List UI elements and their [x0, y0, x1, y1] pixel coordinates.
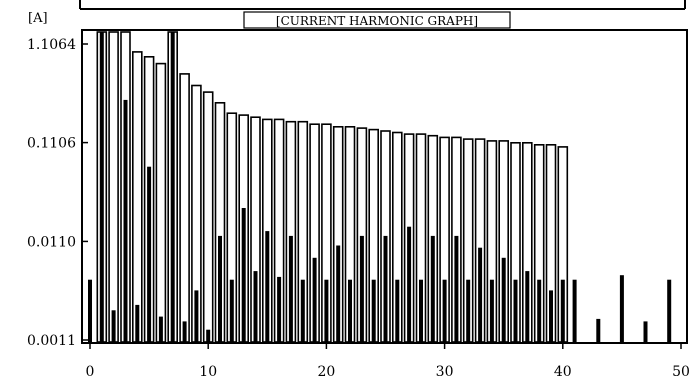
filled-bar	[194, 290, 199, 342]
filled-bar	[99, 32, 104, 342]
outline-bar	[132, 51, 143, 343]
filled-bar	[513, 279, 518, 342]
filled-bar	[182, 321, 187, 342]
filled-bar	[560, 279, 565, 342]
x-tick-label: 30	[436, 364, 454, 380]
outline-bar	[179, 73, 190, 343]
y-axis: 0.0011 0.0110 0.1106 1.1064	[27, 37, 88, 349]
x-axis: 0 10 20 30 40 50	[86, 343, 690, 380]
filled-bar	[501, 257, 506, 342]
filled-bar	[123, 99, 128, 343]
filled-bar	[489, 279, 494, 342]
x-tick-label: 40	[554, 364, 572, 380]
filled-bar	[324, 279, 329, 342]
filled-bar	[407, 226, 412, 342]
filled-bar	[537, 279, 542, 342]
filled-bar	[667, 279, 672, 342]
filled-bar	[596, 318, 601, 342]
filled-bar	[371, 279, 376, 342]
filled-bar	[135, 304, 140, 342]
filled-bar	[111, 310, 116, 342]
filled-bar	[206, 329, 211, 342]
filled-bar	[549, 290, 553, 342]
filled-bar	[170, 32, 175, 342]
outline-bar	[108, 31, 119, 343]
y-tick-label: 1.1064	[27, 37, 76, 53]
title-box	[243, 11, 511, 29]
outline-bar-series	[96, 31, 569, 343]
outline-bar	[202, 91, 214, 343]
x-tick-label: 0	[86, 364, 95, 380]
x-tick-label: 50	[672, 364, 690, 380]
filled-bar	[88, 279, 92, 342]
filled-bar	[147, 166, 152, 342]
filled-bar	[442, 279, 447, 342]
y-tick-label: 0.0011	[27, 333, 76, 349]
filled-bar	[643, 321, 648, 342]
filled-bar	[265, 231, 270, 342]
filled-bar	[229, 279, 234, 342]
filled-bar	[241, 208, 246, 342]
filled-bar	[525, 271, 530, 342]
filled-bar	[158, 316, 163, 342]
filled-bar	[288, 235, 293, 342]
filled-bar	[336, 245, 341, 342]
plot-frame	[81, 29, 688, 344]
filled-bar-series	[88, 32, 672, 343]
y-tick-label: 0.0110	[27, 234, 76, 250]
y-tick-label: 0.1106	[27, 136, 76, 152]
x-tick-label: 10	[199, 364, 217, 380]
filled-bar	[430, 235, 435, 342]
filled-bar	[419, 279, 423, 342]
filled-bar	[454, 235, 459, 342]
filled-bar	[395, 279, 400, 342]
filled-bar	[466, 279, 471, 342]
filled-bar	[478, 247, 483, 342]
filled-bar	[253, 271, 258, 342]
filled-bar	[277, 276, 282, 342]
outline-bar	[155, 62, 167, 343]
chart-title: [CURRENT HARMONIC GRAPH]	[276, 14, 478, 28]
filled-bar	[348, 279, 352, 342]
filled-bar	[359, 235, 364, 342]
filled-bar	[218, 235, 222, 342]
filled-bar	[383, 235, 388, 342]
filled-bar	[300, 279, 305, 342]
y-unit-label: [A]	[28, 11, 48, 26]
x-tick-label: 20	[317, 364, 335, 380]
filled-bar	[572, 279, 577, 342]
filled-bar	[312, 257, 317, 342]
filled-bar	[619, 275, 624, 342]
